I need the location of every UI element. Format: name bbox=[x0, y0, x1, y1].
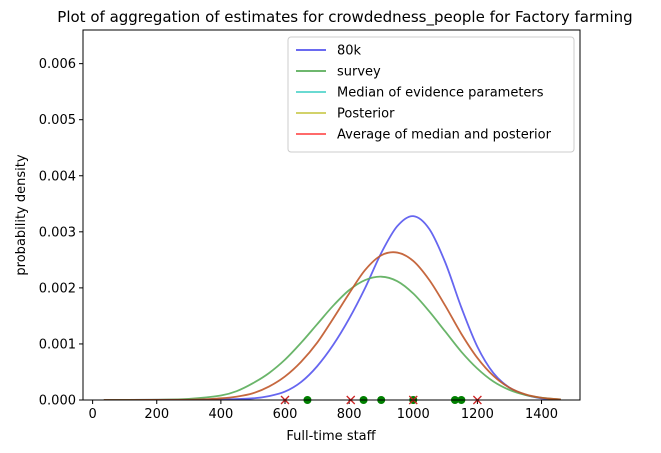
y-grid-ticks: 0.000 0.001 0.002 0.003 0.004 0.005 0.006 bbox=[39, 57, 83, 409]
y-tick-label: 0.000 bbox=[39, 394, 76, 409]
legend-label: Average of median and posterior bbox=[337, 128, 552, 143]
series-line-survey bbox=[103, 275, 561, 400]
plot-area bbox=[103, 215, 561, 405]
legend-box bbox=[287, 36, 575, 153]
x-tick-label: 800 bbox=[337, 407, 362, 422]
x-tick-label: 600 bbox=[273, 407, 298, 422]
legend-label: Posterior bbox=[337, 107, 395, 122]
x-grid-ticks: 0 200 400 600 800 1000 1200 1400 bbox=[88, 400, 558, 422]
axes-frame bbox=[82, 29, 581, 401]
legend-label: 80k bbox=[337, 44, 362, 59]
series-line-80k bbox=[103, 215, 561, 400]
y-tick-label: 0.001 bbox=[39, 337, 76, 352]
y-axis-label: probability density bbox=[14, 154, 29, 275]
x-tick-label: 400 bbox=[208, 407, 233, 422]
y-tick-label: 0.002 bbox=[39, 281, 76, 296]
x-tick-label: 1000 bbox=[397, 407, 430, 422]
y-tick-label: 0.003 bbox=[39, 225, 76, 240]
series-line-average-of-median-and-posterior bbox=[103, 251, 561, 400]
x-tick-label: 200 bbox=[144, 407, 169, 422]
legend-label: survey bbox=[337, 65, 381, 80]
x-tick-label: 1400 bbox=[525, 407, 558, 422]
x-tick-label: 0 bbox=[88, 407, 96, 422]
y-tick-label: 0.005 bbox=[39, 113, 76, 128]
y-tick-label: 0.004 bbox=[39, 169, 76, 184]
x-tick-label: 1200 bbox=[461, 407, 494, 422]
x-axis-label: Full-time staff bbox=[286, 429, 376, 444]
chart-title: Plot of aggregation of estimates for cro… bbox=[57, 8, 632, 27]
y-tick-label: 0.006 bbox=[39, 57, 76, 72]
legend: 80k survey Median of evidence parameters Po… bbox=[287, 36, 575, 153]
legend-label: Median of evidence parameters bbox=[337, 86, 544, 101]
